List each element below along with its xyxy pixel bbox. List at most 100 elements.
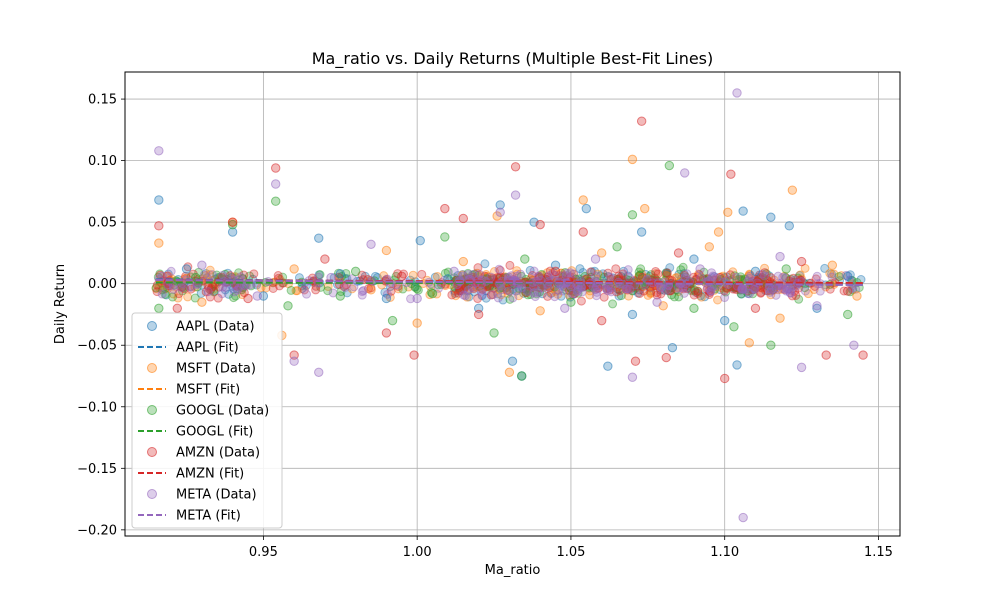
cloud-point (454, 286, 464, 296)
cloud-point (521, 287, 531, 297)
data-point-aapl (154, 195, 164, 205)
cloud-point (829, 269, 839, 279)
cloud-point (186, 284, 196, 294)
cloud-point (468, 270, 478, 280)
cloud-point (635, 270, 645, 280)
cloud-point (489, 283, 499, 293)
data-point-aapl (627, 309, 638, 320)
data-point-aapl (667, 342, 678, 353)
legend-marker-googl-data (147, 405, 157, 415)
cloud-point (763, 286, 773, 296)
cloud-point (543, 282, 553, 292)
cloud-point (386, 286, 396, 296)
cloud-point (513, 285, 523, 295)
data-point-msft (852, 291, 862, 301)
data-point-googl (154, 303, 164, 314)
data-point-meta (449, 266, 459, 277)
cloud-point (599, 292, 609, 302)
cloud-point (560, 282, 570, 292)
cloud-point (174, 289, 184, 299)
cloud-point (476, 286, 486, 296)
cloud-point (646, 289, 656, 299)
data-point-amzn (320, 254, 330, 264)
cloud-point (523, 286, 533, 296)
cloud-point (689, 290, 699, 300)
cloud-point (639, 286, 649, 296)
cloud-point (534, 271, 544, 281)
cloud-point (662, 285, 672, 295)
data-point-amzn (636, 116, 647, 126)
data-point-googl (612, 242, 622, 252)
cloud-point (463, 269, 473, 279)
cloud-point (827, 269, 837, 279)
cloud-point (463, 268, 473, 278)
cloud-point (576, 296, 586, 306)
cloud-point (229, 287, 239, 297)
cloud-point (622, 284, 632, 294)
cloud-point (652, 290, 662, 300)
legend-marker-amzn-data (147, 447, 157, 457)
cloud-point (620, 282, 630, 292)
cloud-point (155, 269, 165, 279)
cloud-point (477, 291, 487, 301)
cloud-point (206, 285, 216, 295)
cloud-point (715, 285, 725, 295)
cloud-point (598, 269, 608, 279)
cloud-point (748, 285, 758, 295)
data-point-msft (578, 195, 588, 205)
legend-label-googl-fit: GOOGL (Fit) (176, 425, 253, 440)
data-point-meta (252, 291, 262, 301)
cloud-point (481, 286, 491, 296)
cloud-point (655, 285, 665, 295)
cloud-point (360, 271, 370, 281)
cloud-point (794, 294, 804, 304)
cloud-point (616, 291, 626, 301)
cloud-point (670, 273, 680, 283)
cloud-point (788, 283, 798, 293)
cloud-point (660, 285, 670, 295)
data-point-msft (381, 245, 392, 256)
data-point-amzn (381, 328, 392, 338)
cloud-point (481, 269, 491, 279)
cloud-point (719, 273, 729, 283)
cloud-point (673, 287, 683, 297)
cloud-point (785, 288, 795, 298)
data-point-meta (812, 301, 822, 311)
cloud-point (166, 266, 176, 276)
cloud-point (151, 283, 161, 293)
data-point-msft (504, 367, 515, 378)
cloud-point (667, 290, 677, 300)
data-point-googl (689, 303, 699, 314)
cloud-point (592, 291, 602, 301)
cloud-point (634, 272, 644, 282)
cloud-point (450, 286, 460, 296)
cloud-point (625, 273, 635, 283)
cloud-point (767, 284, 777, 294)
cloud-point (480, 271, 490, 281)
cloud-point (722, 272, 732, 282)
data-point-meta (738, 512, 748, 523)
cloud-point (653, 269, 663, 279)
cloud-point (168, 281, 178, 291)
cloud-point (554, 285, 564, 295)
cloud-point (500, 283, 510, 293)
data-point-msft (596, 248, 607, 258)
cloud-point (603, 272, 613, 282)
cloud-point (800, 286, 810, 296)
cloud-point (451, 291, 461, 301)
cloud-point (179, 283, 189, 293)
cloud-point (718, 271, 728, 281)
legend-label-aapl-fit: AAPL (Fit) (176, 341, 239, 356)
cloud-point (765, 287, 775, 297)
data-point-googl (335, 291, 345, 301)
cloud-point (637, 269, 647, 279)
cloud-point (748, 289, 758, 299)
cloud-point (743, 286, 753, 296)
cloud-point (475, 269, 485, 279)
cloud-point (495, 265, 505, 275)
cloud-point (593, 269, 603, 279)
cloud-point (261, 283, 271, 293)
x-tick-label: 1.00 (403, 545, 432, 560)
cloud-point (518, 284, 528, 294)
data-point-meta (560, 303, 570, 314)
